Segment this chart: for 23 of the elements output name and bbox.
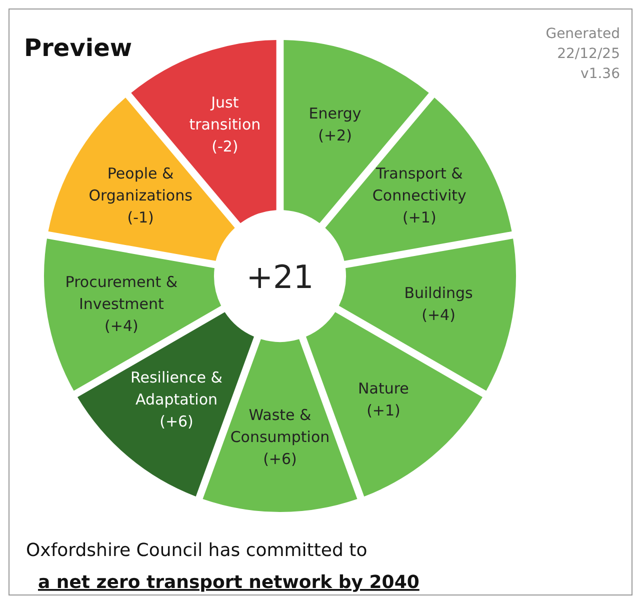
category-label: Energy	[308, 104, 362, 123]
data-label: (+4)	[422, 306, 456, 324]
text: Preview	[24, 34, 132, 62]
data-label: (+6)	[160, 412, 194, 430]
data-label: (+2)	[318, 126, 352, 145]
category-label: Waste & Consumption	[230, 406, 330, 446]
text: Oxfordshire Council has committed to	[26, 540, 368, 561]
category-label: Buildings	[404, 284, 474, 302]
data-label: (-2)	[212, 138, 238, 156]
category-label: Procurement & Investment	[65, 272, 178, 313]
data-label: (-1)	[127, 208, 154, 226]
category-label: Just transition	[189, 94, 261, 134]
category-label: Transport & Connectivity	[372, 164, 467, 204]
category-label: People & Organizations	[88, 164, 193, 204]
text: +21	[246, 258, 314, 296]
data-label: (+4)	[104, 316, 138, 335]
category-label: Resilience & Adaptation	[130, 368, 223, 408]
category-label: Nature	[358, 379, 409, 398]
data-label: (+6)	[263, 450, 297, 468]
data-label: (+1)	[366, 401, 400, 420]
text: a net zero transport network by 2040	[38, 572, 420, 593]
data-label: (+1)	[402, 208, 436, 226]
text: Generated 22/12/25 v1.36	[546, 26, 620, 82]
